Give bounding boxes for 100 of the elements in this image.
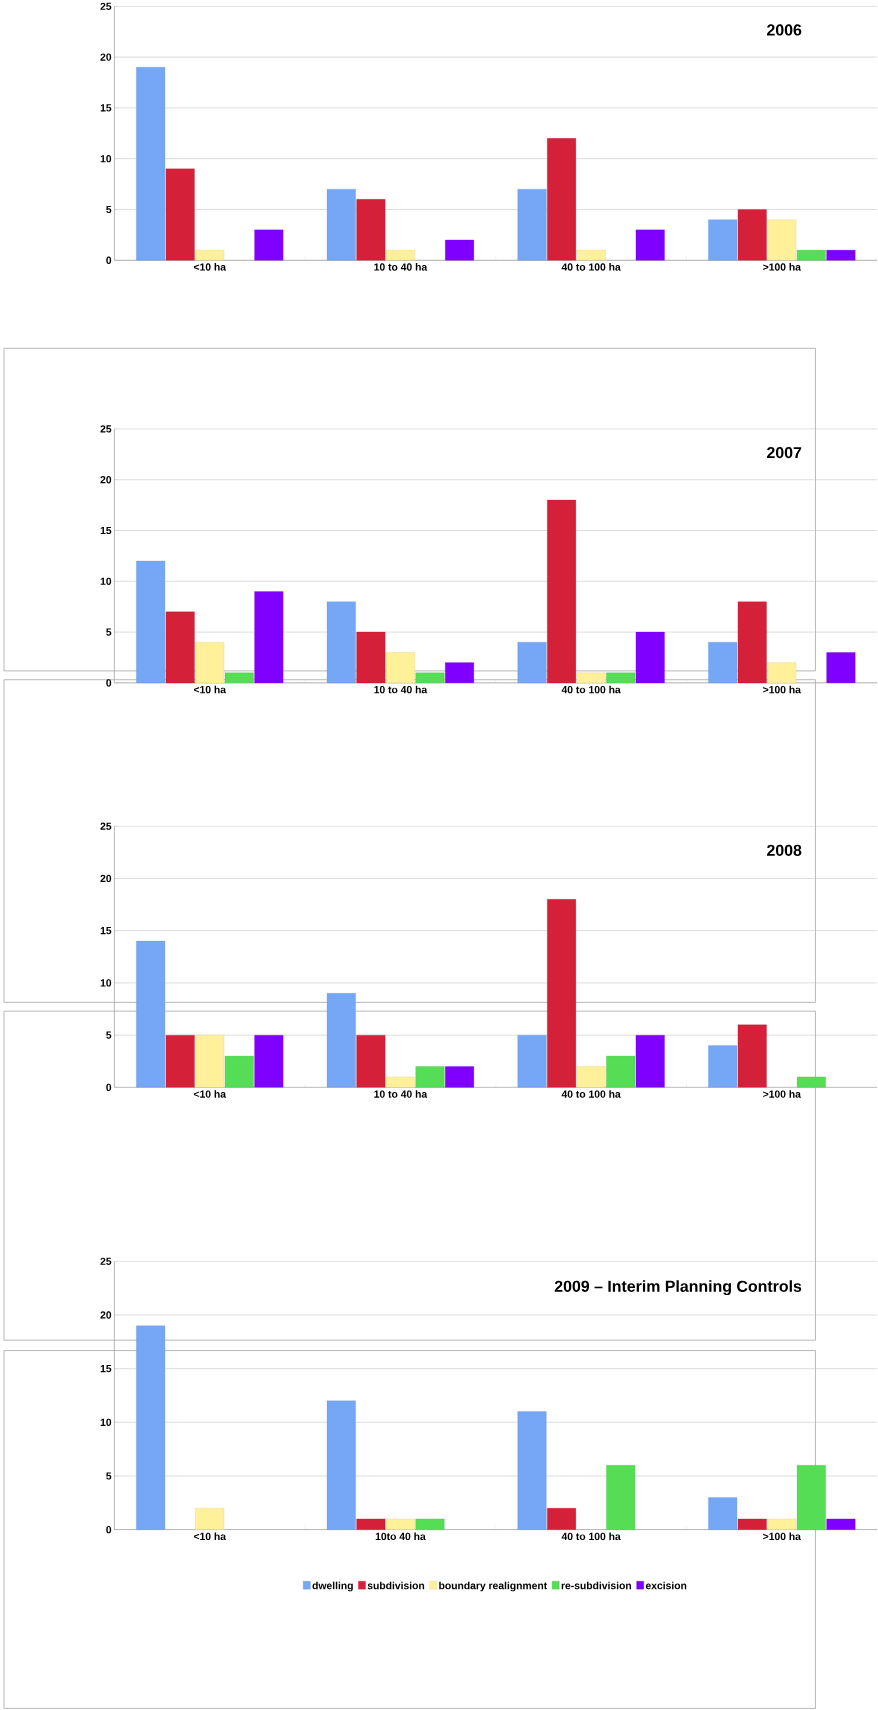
x-tick-label: 10to 40 ha — [376, 1532, 427, 1541]
bar — [254, 229, 284, 261]
bar — [767, 219, 797, 261]
y-tick-label: 5 — [106, 1472, 112, 1480]
bar — [386, 250, 416, 261]
x-tick-label: <10 ha — [194, 263, 227, 271]
x-tick-label: >100 ha — [763, 263, 802, 271]
x-tick-label: 40 to 100 ha — [561, 263, 622, 271]
bar — [738, 209, 767, 261]
x-tick-label: >100 ha — [763, 1090, 802, 1098]
x-tick-label: <10 ha — [194, 685, 227, 694]
bar — [797, 1465, 827, 1530]
y-tick-label: 20 — [100, 53, 112, 61]
bar — [517, 189, 547, 261]
y-tick-label: 0 — [106, 1083, 112, 1092]
bar — [576, 1066, 606, 1088]
y-tick-label: 5 — [106, 1031, 112, 1039]
bar — [606, 1465, 636, 1530]
y-tick-label: 15 — [100, 927, 112, 935]
bar — [415, 672, 445, 684]
x-tick-label: <10 ha — [194, 1532, 227, 1541]
bar — [797, 250, 827, 261]
bar — [254, 1035, 284, 1088]
bar — [517, 1411, 547, 1530]
text: 2009 – Interim Planning Controls — [555, 1280, 802, 1296]
bar — [738, 1518, 767, 1530]
bar — [225, 1055, 254, 1088]
bar — [136, 67, 166, 261]
legend-label: boundary realignment — [439, 1581, 548, 1592]
bar — [415, 1066, 445, 1088]
x-tick-label: >100 ha — [763, 685, 802, 694]
legend-label: subdivision — [367, 1581, 425, 1590]
bar — [327, 993, 356, 1088]
y-tick-label: 10 — [100, 155, 112, 163]
bar — [708, 1497, 738, 1530]
y-tick-label: 25 — [100, 2, 112, 10]
bar — [136, 941, 166, 1088]
y-tick-label: 20 — [100, 476, 112, 484]
text: 2007 — [767, 446, 802, 459]
y-tick-label: 25 — [100, 425, 112, 433]
text: 2008 — [767, 844, 802, 856]
bar — [386, 1518, 416, 1530]
bar — [415, 1518, 445, 1530]
x-tick-label: 10 to 40 ha — [374, 1090, 428, 1098]
y-tick-label: 20 — [100, 874, 112, 883]
x-tick-label: >100 ha — [763, 1532, 802, 1541]
x-tick-label: 40 to 100 ha — [561, 685, 622, 694]
bar — [826, 1518, 856, 1530]
bar — [606, 1055, 636, 1088]
x-tick-label: 10 to 40 ha — [374, 263, 428, 271]
y-tick-label: 10 — [100, 577, 112, 585]
y-tick-label: 5 — [106, 205, 112, 214]
y-tick-label: 10 — [100, 979, 112, 987]
bar — [166, 1035, 195, 1088]
y-tick-label: 0 — [106, 256, 112, 264]
bar — [576, 250, 606, 261]
bar — [356, 199, 386, 261]
bar — [356, 1035, 386, 1088]
bar — [738, 1024, 767, 1088]
legend-label: excision — [646, 1581, 687, 1590]
x-tick-label: 10 to 40 ha — [374, 685, 428, 694]
bar — [445, 239, 475, 261]
y-tick-label: 15 — [100, 526, 112, 535]
legend-label: dwelling — [312, 1581, 354, 1592]
y-tick-label: 25 — [100, 1257, 112, 1265]
text: 2006 — [767, 24, 802, 36]
bar — [708, 219, 738, 261]
legend-label: re-subdivision — [561, 1581, 632, 1590]
y-tick-label: 5 — [106, 628, 112, 636]
y-tick-label: 15 — [100, 1365, 112, 1373]
y-tick-label: 15 — [100, 104, 112, 112]
bar — [386, 1076, 416, 1088]
bar — [547, 138, 577, 261]
x-tick-label: 40 to 100 ha — [561, 1090, 622, 1098]
bar — [356, 1518, 386, 1530]
bar — [195, 1508, 225, 1530]
bar — [547, 1508, 577, 1530]
bar — [327, 1400, 356, 1530]
bar — [826, 652, 856, 684]
bar — [797, 1076, 827, 1088]
y-tick-label: 0 — [106, 1525, 112, 1534]
bar — [636, 1035, 665, 1088]
y-tick-label: 25 — [100, 822, 112, 830]
bar — [517, 1035, 547, 1088]
bar — [547, 899, 577, 1088]
x-tick-label: <10 ha — [194, 1090, 227, 1098]
bar — [195, 250, 225, 261]
bar — [195, 1035, 225, 1088]
y-tick-label: 0 — [106, 679, 112, 687]
bar — [708, 1045, 738, 1088]
bar — [327, 189, 356, 261]
y-tick-label: 20 — [100, 1311, 112, 1319]
bar — [826, 250, 856, 261]
bar — [606, 672, 636, 684]
bar — [136, 1325, 166, 1530]
y-tick-label: 10 — [100, 1418, 112, 1426]
bar — [767, 1518, 797, 1530]
x-tick-label: 40 to 100 ha — [561, 1532, 622, 1541]
bar — [225, 672, 254, 684]
bar — [166, 168, 195, 261]
